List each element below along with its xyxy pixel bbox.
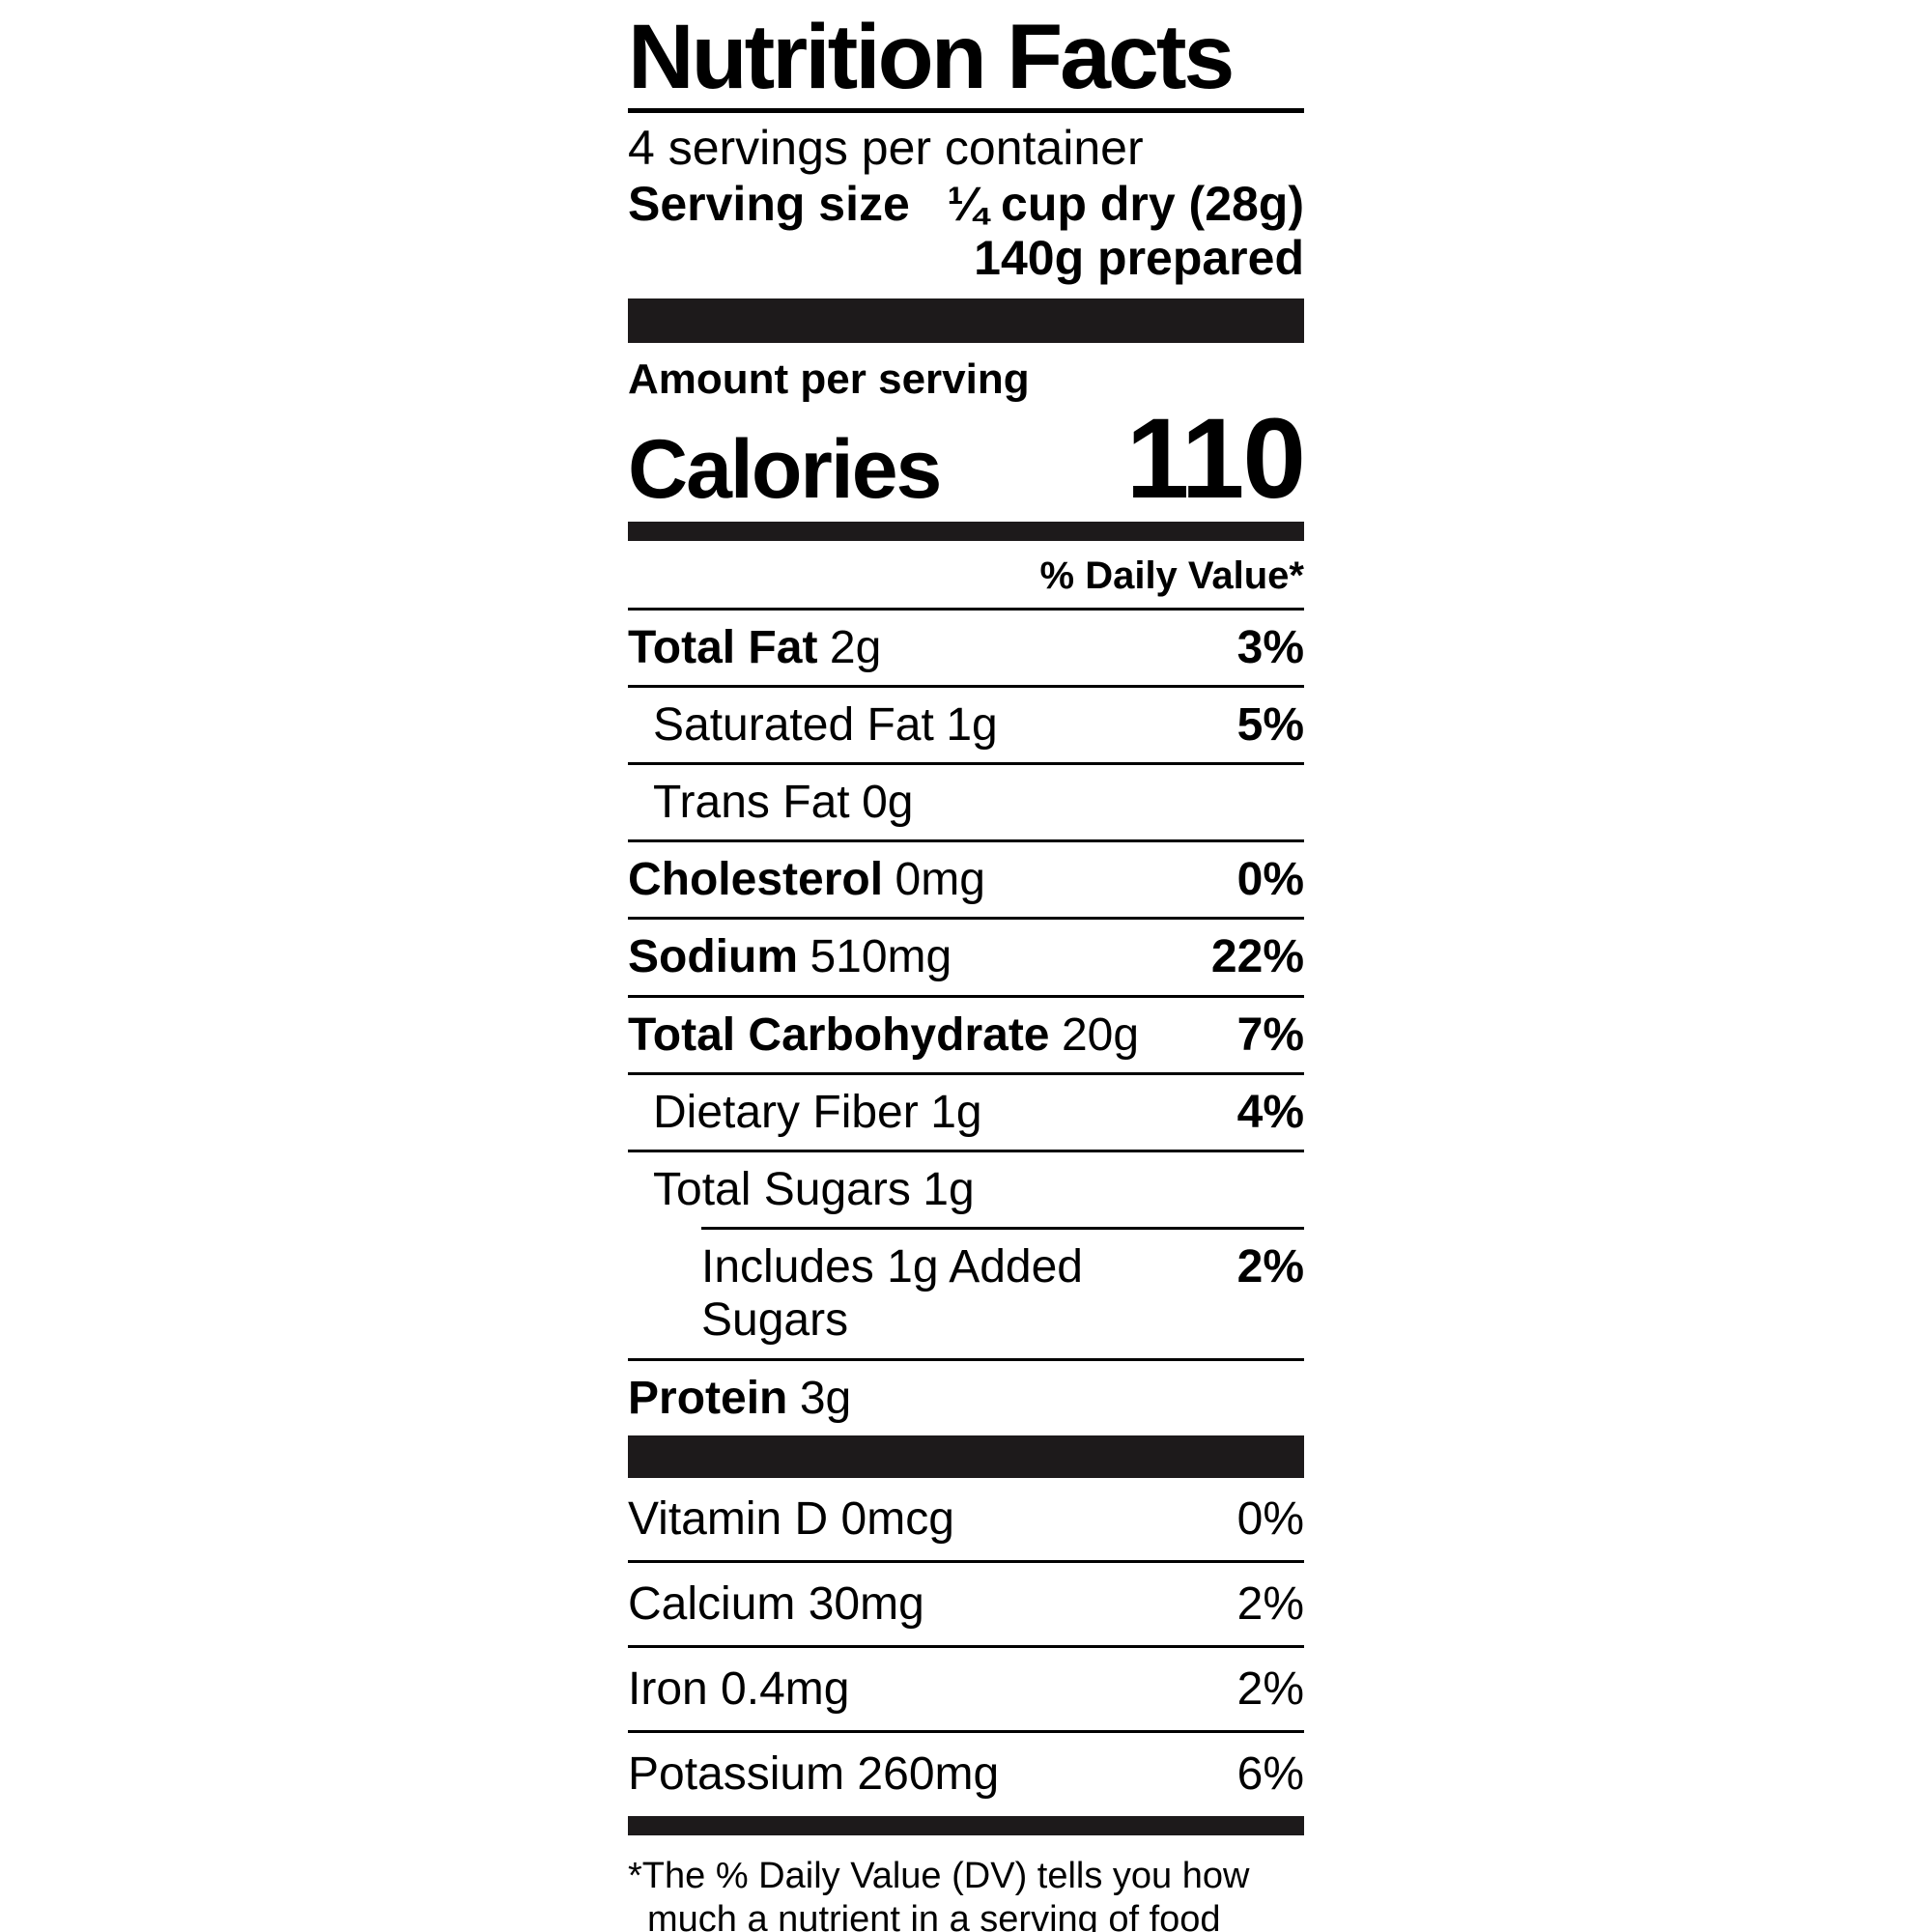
nutrient-row-dietary-fiber: Dietary Fiber 1g 4% <box>628 1071 1304 1150</box>
nutrient-row-trans-fat: Trans Fat 0g <box>628 762 1304 839</box>
footnote-asterisk: * <box>628 1855 642 1896</box>
nutrient-name: Saturated Fat <box>653 698 934 751</box>
nutrient-name-amount: Protein 3g <box>628 1372 851 1425</box>
nutrient-name-amount: Includes 1g Added Sugars <box>701 1240 1237 1347</box>
nutrient-name-amount: Sodium 510mg <box>628 930 952 983</box>
daily-value-header: % Daily Value* <box>1039 554 1304 597</box>
nutrient-row-saturated-fat: Saturated Fat 1g 5% <box>628 684 1304 762</box>
nutrient-name: Includes 1g Added Sugars <box>701 1241 1083 1347</box>
nutrient-dv: 4% <box>1236 1086 1304 1138</box>
footnote: *The % Daily Value (DV) tells you how mu… <box>628 1855 1304 1932</box>
serving-size-label: Serving size <box>628 177 910 231</box>
nutrient-name: Total Fat <box>628 621 818 673</box>
nutrient-amount: 0g <box>862 777 914 829</box>
micronutrient-name: Calcium 30mg <box>628 1577 924 1630</box>
micronutrient-name: Vitamin D 0mcg <box>628 1492 954 1545</box>
nutrient-amount: 1g <box>930 1086 982 1138</box>
micronutrient-row-potassium: Potassium 260mg 6% <box>628 1730 1304 1815</box>
nutrient-dv: 7% <box>1236 1009 1304 1061</box>
nutrient-name-amount: Total Fat 2g <box>628 621 881 674</box>
micronutrient-row-iron: Iron 0.4mg 2% <box>628 1645 1304 1730</box>
label-title: Nutrition Facts <box>628 12 1304 113</box>
serving-size-prepared: 140g prepared <box>974 231 1304 285</box>
separator-bar-calories <box>628 521 1304 541</box>
nutrient-dv: 2% <box>1236 1241 1304 1293</box>
nutrient-row-protein: Protein 3g <box>628 1357 1304 1435</box>
calories-label: Calories <box>628 423 942 517</box>
nutrient-amount: 1g <box>923 1164 975 1215</box>
nutrient-name-amount: Trans Fat 0g <box>628 776 913 829</box>
micronutrient-dv: 2% <box>1236 1577 1304 1630</box>
nutrient-row-total-fat: Total Fat 2g 3% <box>628 607 1304 685</box>
micronutrient-name: Iron 0.4mg <box>628 1663 850 1716</box>
amount-per-serving-label: Amount per serving <box>628 355 1030 403</box>
separator-bar-protein <box>628 1435 1304 1478</box>
nutrient-dv: 22% <box>1210 931 1304 983</box>
nutrient-dv: 0% <box>1236 854 1304 906</box>
micronutrient-dv: 0% <box>1236 1492 1304 1545</box>
nutrient-name: Total Sugars <box>653 1164 911 1215</box>
nutrient-row-cholesterol: Cholesterol 0mg 0% <box>628 839 1304 917</box>
nutrient-name-amount: Saturated Fat 1g <box>628 698 998 752</box>
nutrient-row-total-sugars: Total Sugars 1g <box>628 1150 1304 1227</box>
nutrient-amount: 510mg <box>810 931 952 983</box>
nutrient-name-amount: Cholesterol 0mg <box>628 853 985 906</box>
calories-row: Calories 110 <box>628 395 1306 524</box>
nutrient-name-amount: Dietary Fiber 1g <box>628 1086 982 1139</box>
separator-bar-top <box>628 298 1304 343</box>
nutrient-name-amount: Total Carbohydrate 20g <box>628 1009 1139 1062</box>
calories-value: 110 <box>1125 395 1306 524</box>
nutrient-amount: 1g <box>946 698 998 751</box>
nutrient-row-sodium: Sodium 510mg 22% <box>628 917 1304 994</box>
micronutrient-dv: 6% <box>1236 1748 1304 1801</box>
nutrient-row-total-carbohydrate: Total Carbohydrate 20g 7% <box>628 994 1304 1072</box>
nutrient-amount: 2g <box>829 621 882 673</box>
serving-size-value: ¼ cup dry (28g) <box>947 177 1304 231</box>
nutrient-name: Total Carbohydrate <box>628 1009 1050 1061</box>
nutrient-name-amount: Total Sugars 1g <box>628 1163 975 1216</box>
separator-bar-bottom <box>628 1815 1304 1835</box>
nutrient-dv: 3% <box>1236 621 1304 673</box>
nutrient-amount: 20g <box>1061 1009 1140 1061</box>
nutrient-row-added-sugars: Includes 1g Added Sugars 2% <box>701 1227 1304 1357</box>
servings-per-container: 4 servings per container <box>628 121 1144 175</box>
nutrient-amount: 0mg <box>895 854 985 906</box>
nutrition-facts-label: Nutrition Facts 4 servings per container… <box>628 0 1306 1932</box>
micronutrient-row-vitamin-d: Vitamin D 0mcg 0% <box>628 1478 1304 1560</box>
serving-size-values: ¼ cup dry (28g) 140g prepared <box>947 177 1304 285</box>
nutrient-dv: 5% <box>1236 698 1304 751</box>
nutrient-name: Cholesterol <box>628 854 884 906</box>
micronutrient-name: Potassium 260mg <box>628 1748 1000 1801</box>
serving-size-row: Serving size ¼ cup dry (28g) 140g prepar… <box>628 177 1304 285</box>
nutrient-amount: 3g <box>799 1372 852 1424</box>
footnote-text: The % Daily Value (DV) tells you how muc… <box>641 1855 1250 1932</box>
nutrient-name: Dietary Fiber <box>653 1086 919 1138</box>
nutrient-name: Protein <box>628 1372 788 1424</box>
micronutrient-dv: 2% <box>1236 1663 1304 1716</box>
micronutrient-row-calcium: Calcium 30mg 2% <box>628 1559 1304 1645</box>
nutrient-name: Sodium <box>628 931 798 983</box>
nutrient-name: Trans Fat <box>653 777 850 829</box>
